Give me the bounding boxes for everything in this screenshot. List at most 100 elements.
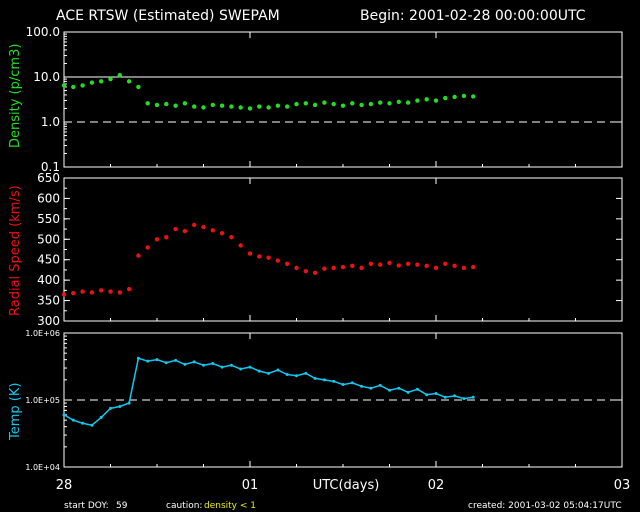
speed-point [405,261,411,266]
temp-point [443,395,447,399]
temp-point [146,359,150,363]
speed-point [154,237,160,242]
temp-point [453,394,457,398]
speed-point [359,265,364,271]
density-point [89,80,95,85]
speed-ytick-label: 550 [37,212,60,226]
speed-point [238,243,243,248]
speed-point [424,263,429,269]
density-point [219,103,225,108]
speed-ytick-label: 400 [37,273,60,287]
start-doy-label: start DOY: [64,501,109,511]
reference-lines [64,76,622,401]
density-ytick-label: 1.0 [41,115,60,129]
density-ytick-label: 0.1 [41,160,60,174]
density-point [201,105,206,110]
temp-point [239,367,243,371]
speed-point [443,261,448,266]
created-timestamp: created: 2001-03-02 05:04:17UTC [468,501,622,511]
temp-point [425,393,429,397]
temp-series [62,356,475,427]
density-point [99,79,104,84]
speed-point [266,255,271,260]
speed-point [173,226,178,232]
speed-point [303,268,308,274]
temp-point [136,356,140,360]
temp-point [462,397,466,401]
temp-point [471,395,475,399]
temp-point [99,415,103,419]
density-point [182,101,188,106]
temp-point [90,423,94,427]
speed-point [145,245,150,250]
density-point [247,106,253,111]
speed-axis-label: Radial Speed (km/s) [8,185,23,316]
temp-point [257,369,261,373]
speed-point [257,254,262,259]
speed-ytick-label: 600 [37,191,60,205]
temp-point [174,358,178,362]
temp-point [220,365,224,369]
temp-point [415,387,419,391]
density-point [136,84,141,90]
density-point [303,101,308,106]
density-point [80,83,85,88]
speed-point [433,265,439,271]
data-series [61,72,476,427]
density-point [368,101,374,107]
temp-point [388,388,391,392]
start-doy-value: 59 [116,501,128,511]
density-point [108,76,113,82]
temp-ytick-label: 1.0E+04 [25,463,60,472]
temp-point [127,401,131,405]
speed-point [396,263,401,268]
x-tick-label: 28 [56,478,73,493]
temp-point [406,390,410,394]
temp-point [71,418,75,422]
temp-point [276,368,280,372]
speed-point [461,265,467,271]
caution-value: density < 1 [204,501,256,511]
chart-title: ACE RTSW (Estimated) SWEPAM [56,8,280,24]
density-point [229,104,234,109]
speed-point [378,262,383,267]
speed-point [164,235,169,240]
speed-point [89,290,95,295]
temp-point [202,363,205,367]
speed-point [182,228,188,234]
speed-point [80,289,85,294]
begin-time: Begin: 2001-02-28 00:00:00UTC [360,8,586,24]
temp-point [109,406,112,410]
density-point [117,72,123,78]
speed-point [201,224,206,230]
temp-point [360,384,364,388]
speed-point [219,230,225,236]
x-tick-label: 01 [242,478,259,493]
speed-point [294,265,299,271]
density-point [238,105,243,110]
density-point [359,102,364,108]
speed-series [61,222,476,297]
speed-ytick-label: 350 [37,294,60,308]
temp-point [229,363,233,367]
speed-ytick-label: 450 [37,253,60,267]
density-point [71,84,76,90]
temp-point [378,383,382,387]
temp-ytick-label: 1.0E+06 [25,329,60,338]
temp-axis-label: Temp (K) [8,383,23,441]
temp-point [397,386,401,390]
density-point [331,101,336,107]
density-point [257,104,262,109]
speed-point [229,235,234,240]
temp-point [267,371,271,375]
temp-point [62,413,66,417]
temp-point [332,379,336,383]
speed-point [99,288,104,293]
temp-point [118,404,122,408]
temp-point [434,392,438,396]
temp-point [81,421,85,425]
temp-point [248,365,252,369]
speed-point [452,263,457,269]
